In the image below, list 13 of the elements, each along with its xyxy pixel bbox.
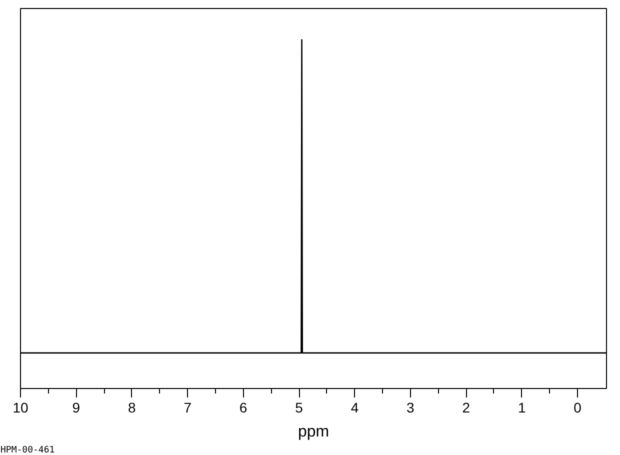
x-tick-label: 4 — [350, 400, 359, 416]
x-tick-label: 0 — [574, 400, 582, 416]
x-tick-label: 7 — [184, 400, 192, 416]
x-tick-label: 3 — [406, 400, 415, 416]
text: HPM-00-461 — [0, 446, 55, 455]
x-tick-label: 10 — [12, 400, 28, 416]
x-axis-title: ppm — [298, 424, 330, 440]
x-tick-label: 2 — [462, 400, 470, 416]
x-tick-label: 9 — [72, 400, 80, 416]
x-tick-label: 1 — [518, 400, 526, 416]
x-tick-label: 8 — [128, 400, 136, 416]
x-tick-label: 6 — [239, 400, 248, 416]
x-tick-label: 5 — [295, 400, 304, 416]
